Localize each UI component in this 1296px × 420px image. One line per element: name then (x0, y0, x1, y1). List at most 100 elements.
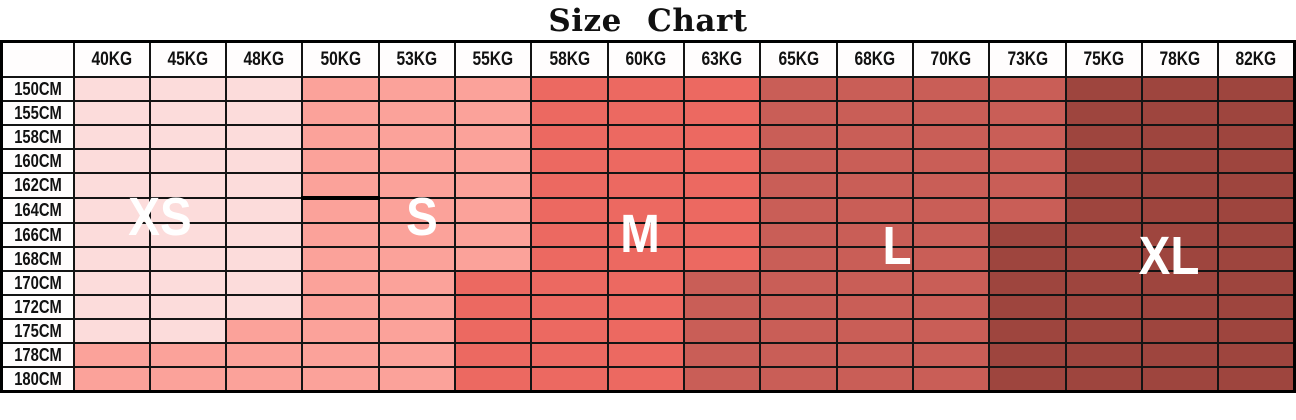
size-cell-168cm-40kg (72, 246, 151, 272)
height-label-text: 178CM (13, 344, 62, 365)
size-cell-180cm-45kg (148, 366, 228, 393)
size-cell-150cm-73kg (988, 76, 1067, 102)
weight-header-53kg: 53KG (377, 40, 457, 78)
size-cell-164cm-48kg (225, 197, 304, 224)
height-label-150cm: 150CM (0, 76, 75, 102)
size-cell-180cm-70kg (911, 366, 991, 393)
size-cell-168cm-68kg (835, 246, 914, 272)
size-cell-180cm-65kg (759, 366, 838, 393)
size-cell-172cm-82kg (1217, 294, 1296, 320)
size-cell-175cm-40kg (72, 318, 151, 344)
size-cell-166cm-40kg (72, 222, 151, 248)
height-label-168cm: 168CM (0, 246, 75, 272)
size-cell-172cm-65kg (759, 294, 838, 320)
size-cell-158cm-82kg (1217, 124, 1296, 150)
size-cell-168cm-75kg (1064, 246, 1143, 272)
weight-header-73kg: 73KG (988, 40, 1067, 78)
size-cell-155cm-70kg (911, 100, 991, 126)
weight-header-78kg: 78KG (1140, 40, 1220, 78)
size-cell-158cm-58kg (530, 124, 609, 150)
size-cell-150cm-53kg (377, 76, 457, 102)
corner-cell (0, 40, 75, 78)
size-cell-170cm-55kg (454, 270, 533, 296)
size-cell-158cm-48kg (225, 124, 304, 150)
size-cell-168cm-78kg (1140, 246, 1220, 272)
size-cell-180cm-53kg (377, 366, 457, 393)
size-cell-172cm-48kg (225, 294, 304, 320)
size-cell-170cm-65kg (759, 270, 838, 296)
size-cell-158cm-63kg (682, 124, 762, 150)
size-cell-155cm-55kg (454, 100, 533, 126)
size-cell-175cm-68kg (835, 318, 914, 344)
size-cell-180cm-78kg (1140, 366, 1220, 393)
height-label-172cm: 172CM (0, 294, 75, 320)
size-cell-178cm-40kg (72, 342, 151, 368)
size-cell-175cm-60kg (606, 318, 686, 344)
size-cell-158cm-70kg (911, 124, 991, 150)
height-label-text: 158CM (13, 126, 62, 147)
size-cell-175cm-50kg (301, 318, 380, 344)
height-row-155cm: 155CM (0, 100, 1296, 126)
size-cell-168cm-48kg (225, 246, 304, 272)
size-cell-175cm-78kg (1140, 318, 1220, 344)
size-cell-160cm-48kg (225, 148, 304, 174)
size-cell-168cm-53kg (377, 246, 457, 272)
size-cell-180cm-82kg (1217, 366, 1296, 393)
size-cell-175cm-55kg (454, 318, 533, 344)
size-cell-170cm-75kg (1064, 270, 1143, 296)
height-label-162cm: 162CM (0, 172, 75, 199)
size-cell-160cm-63kg (682, 148, 762, 174)
weight-header-label: 55KG (472, 48, 514, 70)
height-label-text: 155CM (13, 102, 62, 123)
size-cell-150cm-45kg (148, 76, 228, 102)
height-label-text: 180CM (13, 368, 62, 389)
height-label-180cm: 180CM (0, 366, 75, 393)
weight-header-label: 78KG (1159, 48, 1201, 70)
size-cell-164cm-50kg (301, 197, 380, 224)
height-row-168cm: 168CM (0, 246, 1296, 272)
weight-header-label: 68KG (854, 48, 896, 70)
size-cell-164cm-82kg (1217, 197, 1296, 224)
weight-header-label: 73KG (1007, 48, 1048, 70)
height-label-text: 168CM (13, 248, 62, 269)
size-cell-178cm-65kg (759, 342, 838, 368)
size-cell-150cm-58kg (530, 76, 609, 102)
size-cell-160cm-53kg (377, 148, 457, 174)
size-cell-160cm-75kg (1064, 148, 1143, 174)
size-cell-166cm-63kg (682, 222, 762, 248)
size-cell-166cm-50kg (301, 222, 380, 248)
size-cell-172cm-45kg (148, 294, 228, 320)
weight-header-68kg: 68KG (835, 40, 914, 78)
size-cell-158cm-60kg (606, 124, 686, 150)
size-cell-164cm-65kg (759, 197, 838, 224)
size-cell-164cm-73kg (988, 197, 1067, 224)
size-cell-162cm-75kg (1064, 172, 1143, 199)
size-cell-150cm-48kg (225, 76, 304, 102)
weight-header-65kg: 65KG (759, 40, 838, 78)
size-cell-162cm-50kg (301, 172, 380, 200)
weight-header-48kg: 48KG (225, 40, 304, 78)
size-cell-178cm-73kg (988, 342, 1067, 368)
size-cell-150cm-82kg (1217, 76, 1296, 102)
size-cell-166cm-45kg (148, 222, 228, 248)
size-cell-158cm-53kg (377, 124, 457, 150)
size-cell-168cm-50kg (301, 246, 380, 272)
size-cell-180cm-63kg (682, 366, 762, 393)
size-cell-155cm-63kg (682, 100, 762, 126)
size-cell-178cm-78kg (1140, 342, 1220, 368)
weight-header-70kg: 70KG (911, 40, 991, 78)
size-cell-164cm-45kg (148, 197, 228, 224)
height-label-164cm: 164CM (0, 197, 75, 224)
height-label-155cm: 155CM (0, 100, 75, 126)
size-cell-170cm-50kg (301, 270, 380, 296)
size-cell-166cm-78kg (1140, 222, 1220, 248)
height-label-166cm: 166CM (0, 222, 75, 248)
size-cell-155cm-68kg (835, 100, 914, 126)
size-cell-172cm-68kg (835, 294, 914, 320)
size-cell-155cm-65kg (759, 100, 838, 126)
size-cell-160cm-58kg (530, 148, 609, 174)
size-cell-180cm-40kg (72, 366, 151, 393)
size-cell-166cm-60kg (606, 222, 686, 248)
size-cell-160cm-78kg (1140, 148, 1220, 174)
size-cell-155cm-60kg (606, 100, 686, 126)
